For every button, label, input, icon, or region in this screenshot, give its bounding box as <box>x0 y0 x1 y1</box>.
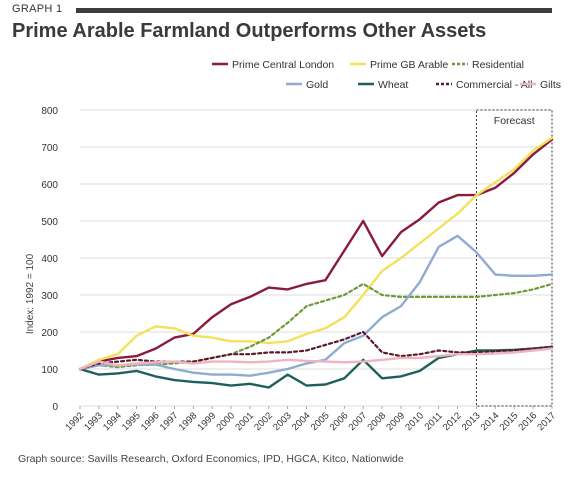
x-tick-label: 1999 <box>196 410 219 433</box>
x-tick-label: 2000 <box>214 410 237 433</box>
y-tick-label: 100 <box>41 365 58 376</box>
legend-label: Residential <box>472 59 524 71</box>
x-tick-label: 2003 <box>271 410 294 433</box>
x-tick-label: 1995 <box>120 410 143 433</box>
x-tick-label: 1998 <box>177 410 200 433</box>
legend-item-gold: Gold <box>286 79 328 91</box>
series-line-prime-central-london <box>78 138 554 371</box>
x-tick-label: 2006 <box>328 410 351 433</box>
x-tick-label: 2017 <box>535 410 558 433</box>
legend-item-commercial-all: Commercial - All <box>436 79 532 91</box>
series-line-residential <box>78 282 554 371</box>
y-tick-label: 700 <box>41 143 58 154</box>
x-tick-label: 2012 <box>441 410 464 433</box>
legend-item-prime-central-london: Prime Central London <box>212 59 334 71</box>
legend-item-gilts: Gilts <box>520 79 561 91</box>
x-tick-label: 1993 <box>82 410 105 433</box>
y-tick-label: 0 <box>52 402 58 413</box>
y-tick-label: 600 <box>41 180 58 191</box>
x-tick-label: 2002 <box>252 410 275 433</box>
graph-label: GRAPH 1 <box>12 3 63 15</box>
y-tick-label: 800 <box>41 106 58 117</box>
legend-label: Gold <box>306 79 328 91</box>
legend-label: Wheat <box>378 79 408 91</box>
series-line-wheat <box>78 345 554 389</box>
x-tick-label: 2005 <box>309 410 332 433</box>
legend-item-wheat: Wheat <box>358 79 408 91</box>
x-tick-label: 2015 <box>498 410 521 433</box>
x-tick-label: 2013 <box>460 410 483 433</box>
legend-label: Prime Central London <box>232 59 334 71</box>
x-tick-label: 2010 <box>403 410 426 433</box>
legend-item-prime-gb-arable: Prime GB Arable <box>350 59 448 71</box>
x-tick-label: 1997 <box>158 410 181 433</box>
y-axis-label: Index: 1992 = 100 <box>25 253 36 334</box>
x-tick-label: 2014 <box>479 410 502 433</box>
graph-source: Graph source: Savills Research, Oxford E… <box>18 453 404 465</box>
series-line-gilts <box>78 347 554 371</box>
y-tick-label: 200 <box>41 328 58 339</box>
axes: 0100200300400500600700800199219931994199… <box>41 106 558 433</box>
series-lines <box>78 136 554 389</box>
legend-label: Prime GB Arable <box>370 59 448 71</box>
forecast-label: Forecast <box>494 115 535 127</box>
legend-item-residential: Residential <box>452 59 524 71</box>
y-tick-label: 400 <box>41 254 58 265</box>
header-rule <box>76 8 552 13</box>
legend: Prime Central London Prime GB Arable Resid… <box>212 59 561 91</box>
x-tick-label: 2007 <box>347 410 370 433</box>
series-line-prime-gb-arable <box>78 136 554 371</box>
y-tick-label: 500 <box>41 217 58 228</box>
x-tick-label: 2016 <box>517 410 540 433</box>
x-tick-label: 2011 <box>423 410 445 432</box>
chart-title: Prime Arable Farmland Outperforms Other … <box>12 20 487 42</box>
x-tick-label: 2001 <box>233 410 256 433</box>
legend-label: Gilts <box>540 79 561 91</box>
x-tick-label: 2004 <box>290 410 313 433</box>
x-tick-label: 1992 <box>63 410 86 433</box>
x-tick-label: 2009 <box>384 410 407 433</box>
x-tick-label: 1996 <box>139 410 162 433</box>
x-tick-label: 2008 <box>365 410 388 433</box>
x-tick-label: 1994 <box>101 410 124 433</box>
legend-label: Commercial - All <box>456 79 532 91</box>
y-tick-label: 300 <box>41 291 58 302</box>
